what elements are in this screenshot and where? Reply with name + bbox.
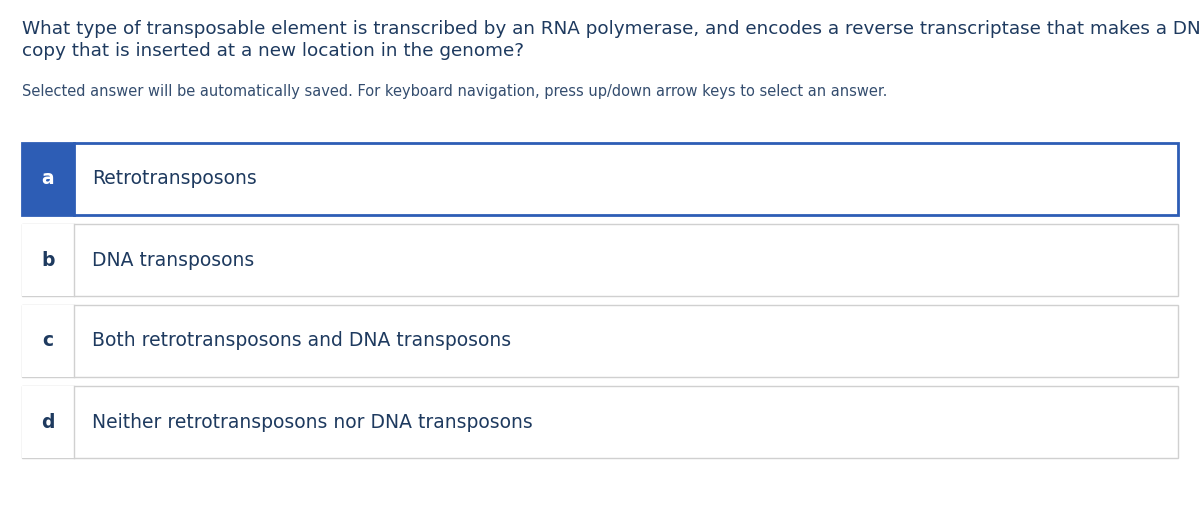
Bar: [22, 386, 74, 458]
Bar: [22, 143, 74, 215]
Text: Selected answer will be automatically saved. For keyboard navigation, press up/d: Selected answer will be automatically sa…: [22, 84, 887, 99]
Bar: [22, 143, 1178, 215]
Text: Neither retrotransposons nor DNA transposons: Neither retrotransposons nor DNA transpo…: [92, 412, 533, 431]
Text: b: b: [41, 251, 55, 269]
Bar: [22, 386, 1178, 458]
Bar: [22, 224, 74, 296]
Text: copy that is inserted at a new location in the genome?: copy that is inserted at a new location …: [22, 42, 524, 60]
Text: Retrotransposons: Retrotransposons: [92, 169, 257, 189]
Text: DNA transposons: DNA transposons: [92, 251, 254, 269]
Bar: [22, 224, 1178, 296]
Text: d: d: [41, 412, 55, 431]
Text: c: c: [42, 332, 54, 351]
Bar: [22, 305, 74, 377]
Text: What type of transposable element is transcribed by an RNA polymerase, and encod: What type of transposable element is tra…: [22, 20, 1200, 38]
Bar: [22, 305, 1178, 377]
Text: Both retrotransposons and DNA transposons: Both retrotransposons and DNA transposon…: [92, 332, 511, 351]
Text: a: a: [42, 169, 54, 189]
